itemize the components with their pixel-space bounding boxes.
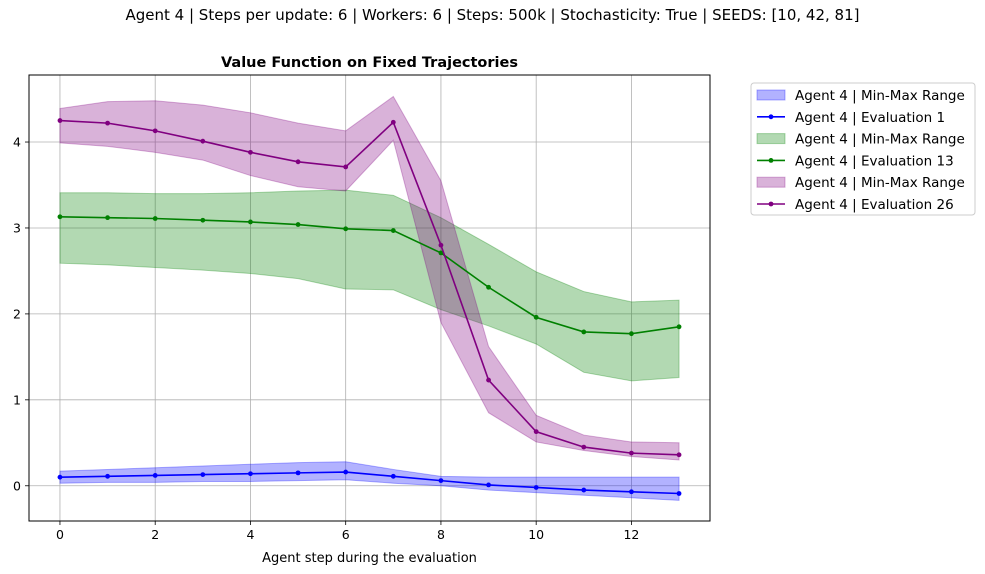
y-tick-label: 1: [13, 392, 21, 407]
data-point: [581, 329, 587, 335]
min-max-bands: [59, 95, 680, 501]
data-point: [57, 118, 63, 123]
data-point: [152, 473, 158, 478]
grid-lines: [29, 75, 710, 521]
data-point: [438, 478, 444, 484]
y-tick-label: 0: [13, 478, 21, 493]
data-point: [105, 120, 110, 126]
data-point: [200, 138, 206, 144]
data-point: [533, 314, 539, 320]
x-tick-label: 0: [56, 527, 64, 542]
y-tick-label: 3: [13, 220, 21, 235]
min-max-band-2: [59, 189, 680, 382]
x-tick-label: 10: [528, 527, 544, 542]
data-point: [248, 471, 253, 477]
x-tick-label: 12: [623, 527, 639, 542]
data-point: [629, 450, 634, 456]
series-line-3: [59, 119, 680, 456]
data-point: [248, 149, 253, 155]
data-point: [295, 222, 301, 227]
data-point: [390, 119, 396, 125]
data-point: [486, 377, 491, 383]
data-point: [390, 228, 396, 233]
legend-frame: [750, 82, 976, 216]
legend-marker: [768, 158, 774, 163]
data-point: [676, 324, 682, 330]
figure-suptitle: Agent 4 | Steps per update: 6 | Workers:…: [125, 6, 860, 24]
data-point: [152, 216, 158, 221]
legend: Agent 4 | Min-Max Range Agent 4 | Evaluat…: [750, 82, 976, 216]
min-max-band-1: [59, 461, 680, 501]
x-axis-label: Agent step during the evaluation: [262, 551, 477, 566]
legend-marker: [768, 114, 774, 120]
x-tick-label: 4: [246, 527, 254, 542]
data-point: [438, 250, 444, 256]
data-point: [57, 214, 63, 220]
data-point: [343, 469, 349, 475]
x-tick-label: 8: [437, 527, 445, 542]
data-point: [581, 487, 587, 493]
data-point: [152, 128, 158, 134]
data-point: [581, 444, 587, 450]
data-point: [438, 242, 444, 248]
data-point: [105, 215, 110, 221]
legend-series-label: Agent 4 | Evaluation 1: [795, 110, 945, 126]
legend-band-label: Agent 4 | Min-Max Range: [795, 132, 965, 148]
legend-series-label: Agent 4 | Evaluation 26: [795, 197, 954, 213]
legend-series-label: Agent 4 | Evaluation 13: [795, 153, 954, 169]
legend-marker: [768, 201, 774, 207]
chart-title: Value Function on Fixed Trajectories: [221, 55, 518, 71]
data-point: [343, 164, 349, 170]
data-point: [295, 159, 301, 165]
data-point: [533, 429, 539, 435]
legend-band-swatch: [756, 89, 786, 101]
data-point: [676, 452, 682, 458]
data-point: [486, 482, 491, 488]
data-point: [486, 284, 491, 290]
legend-band-swatch: [756, 133, 786, 145]
data-point: [390, 473, 396, 479]
x-tick-label: 2: [151, 527, 159, 542]
data-point: [533, 485, 539, 490]
x-tick-label: 6: [342, 527, 350, 542]
data-point: [343, 226, 349, 232]
data-point: [248, 219, 253, 225]
y-tick-label: 2: [13, 306, 21, 321]
data-point: [676, 491, 682, 496]
data-point: [200, 217, 206, 223]
legend-band-swatch: [756, 176, 786, 188]
series-line-1: [59, 471, 680, 495]
data-point: [295, 470, 301, 476]
series-line-2: [59, 215, 680, 335]
data-point: [200, 472, 206, 477]
series-lines: [57, 118, 682, 496]
legend-band-label: Agent 4 | Min-Max Range: [795, 88, 965, 104]
data-point: [105, 473, 110, 479]
min-max-band-3: [59, 95, 680, 461]
data-point: [629, 489, 634, 495]
y-tick-label: 4: [13, 135, 21, 150]
plot-area-frame: [28, 74, 711, 522]
data-point: [629, 331, 634, 337]
data-point: [57, 474, 63, 480]
legend-band-label: Agent 4 | Min-Max Range: [795, 175, 965, 191]
